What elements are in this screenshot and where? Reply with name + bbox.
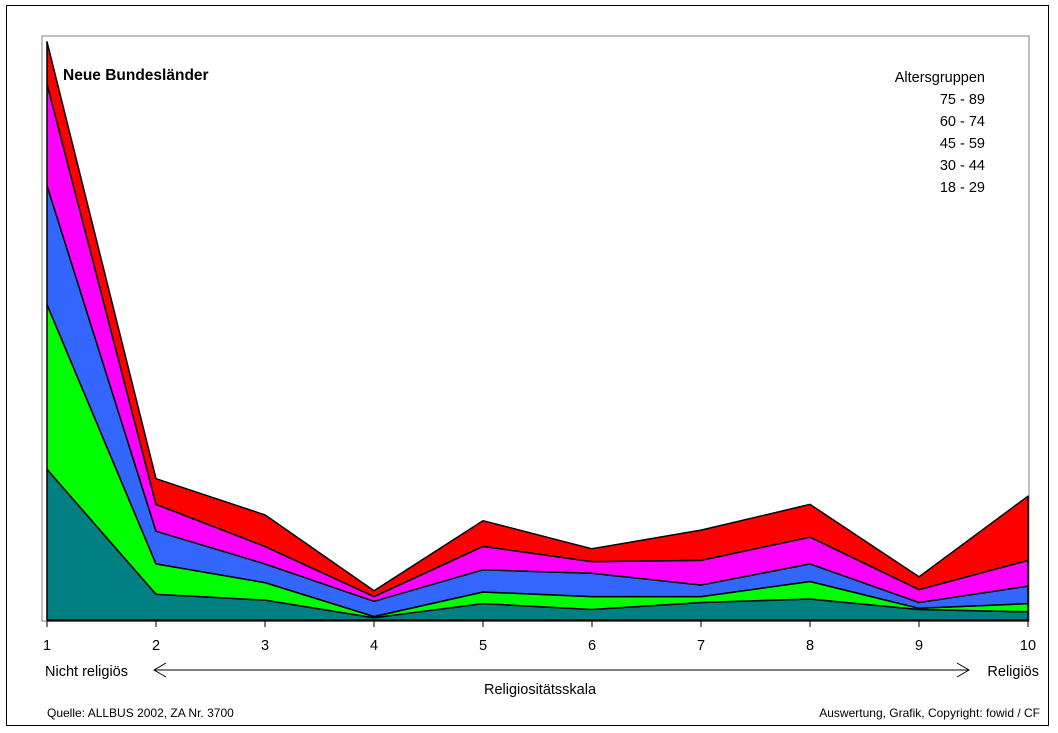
- x-tick-label: 8: [806, 638, 814, 654]
- x-tick-label: 4: [370, 638, 378, 654]
- x-axis-title: Religiositätsskala: [484, 682, 597, 698]
- copyright-note: Auswertung, Grafik, Copyright: fowid / C…: [819, 706, 1040, 720]
- x-tick-label: 1: [43, 638, 51, 654]
- legend-entry: 75 - 89: [940, 92, 985, 108]
- legend-entry: 45 - 59: [940, 136, 985, 152]
- x-tick-label: 10: [1020, 638, 1036, 654]
- x-tick-label: 5: [479, 638, 487, 654]
- chart-frame: 1 2 3 4 5 6 7 8 9 10 Neue Bundesländer Altersgrup…: [6, 5, 1049, 726]
- source-note: Quelle: ALLBUS 2002, ZA Nr. 3700: [47, 706, 234, 720]
- religiosity-area-chart: 1 2 3 4 5 6 7 8 9 10 Neue Bundesländer Altersgrup…: [41, 35, 1040, 720]
- legend-entry: 60 - 74: [940, 114, 985, 130]
- x-tick-label: 7: [697, 638, 705, 654]
- legend: Altersgruppen 75 - 89 60 - 74 45 - 59 30 - …: [895, 70, 985, 196]
- legend-entry: 18 - 29: [940, 180, 985, 196]
- x-tick-label: 3: [261, 638, 269, 654]
- chart-title: Neue Bundesländer: [63, 67, 209, 84]
- x-axis-left-label: Nicht religiös: [45, 664, 128, 680]
- x-tick-label: 9: [915, 638, 923, 654]
- legend-entry: 30 - 44: [940, 158, 985, 174]
- x-tick-label: 2: [152, 638, 160, 654]
- legend-title: Altersgruppen: [895, 70, 985, 86]
- area-series-group: [46, 41, 1029, 621]
- double-arrow-icon: [153, 662, 970, 678]
- area-series-75-89: [46, 41, 1029, 598]
- x-tick-label: 6: [588, 638, 596, 654]
- x-axis-ticks: 1 2 3 4 5 6 7 8 9 10: [43, 621, 1036, 654]
- x-axis-right-label: Religiös: [987, 664, 1039, 680]
